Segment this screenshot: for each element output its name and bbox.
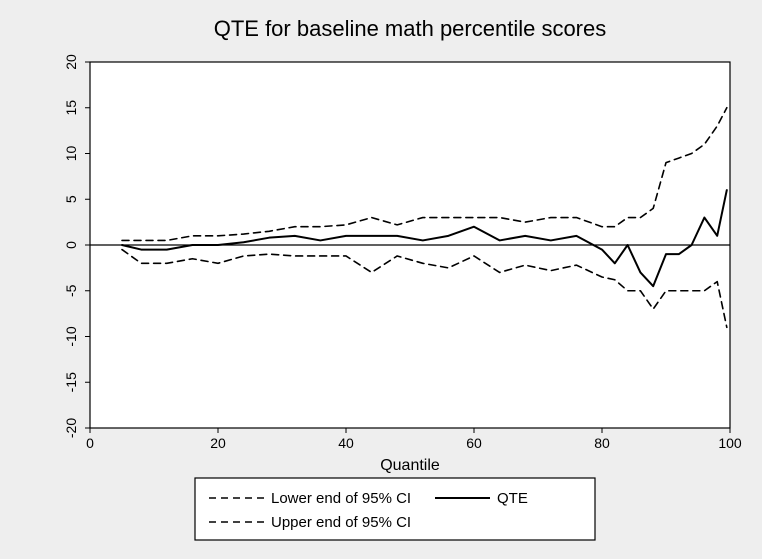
x-tick-label: 100 — [718, 435, 742, 451]
y-tick-label: -20 — [63, 418, 79, 438]
y-tick-label: 0 — [63, 241, 79, 249]
legend-label: Upper end of 95% CI — [271, 514, 411, 531]
y-tick-label: 10 — [63, 146, 79, 162]
x-tick-label: 20 — [210, 435, 226, 451]
legend-label: Lower end of 95% CI — [271, 490, 411, 507]
x-tick-label: 80 — [594, 435, 610, 451]
x-tick-label: 0 — [86, 435, 94, 451]
y-tick-label: -5 — [63, 284, 79, 297]
y-tick-label: 20 — [63, 54, 79, 70]
y-tick-label: 5 — [63, 195, 79, 203]
y-tick-label: 15 — [63, 100, 79, 116]
x-tick-label: 40 — [338, 435, 354, 451]
chart-svg: QTE for baseline math percentile scores -… — [0, 0, 762, 559]
legend-label: QTE — [497, 490, 528, 507]
x-tick-label: 60 — [466, 435, 482, 451]
x-axis-label: Quantile — [380, 457, 440, 474]
y-tick-label: -15 — [63, 372, 79, 392]
chart-container: QTE for baseline math percentile scores -… — [0, 0, 762, 559]
chart-title: QTE for baseline math percentile scores — [214, 16, 607, 41]
y-tick-label: -10 — [63, 326, 79, 346]
